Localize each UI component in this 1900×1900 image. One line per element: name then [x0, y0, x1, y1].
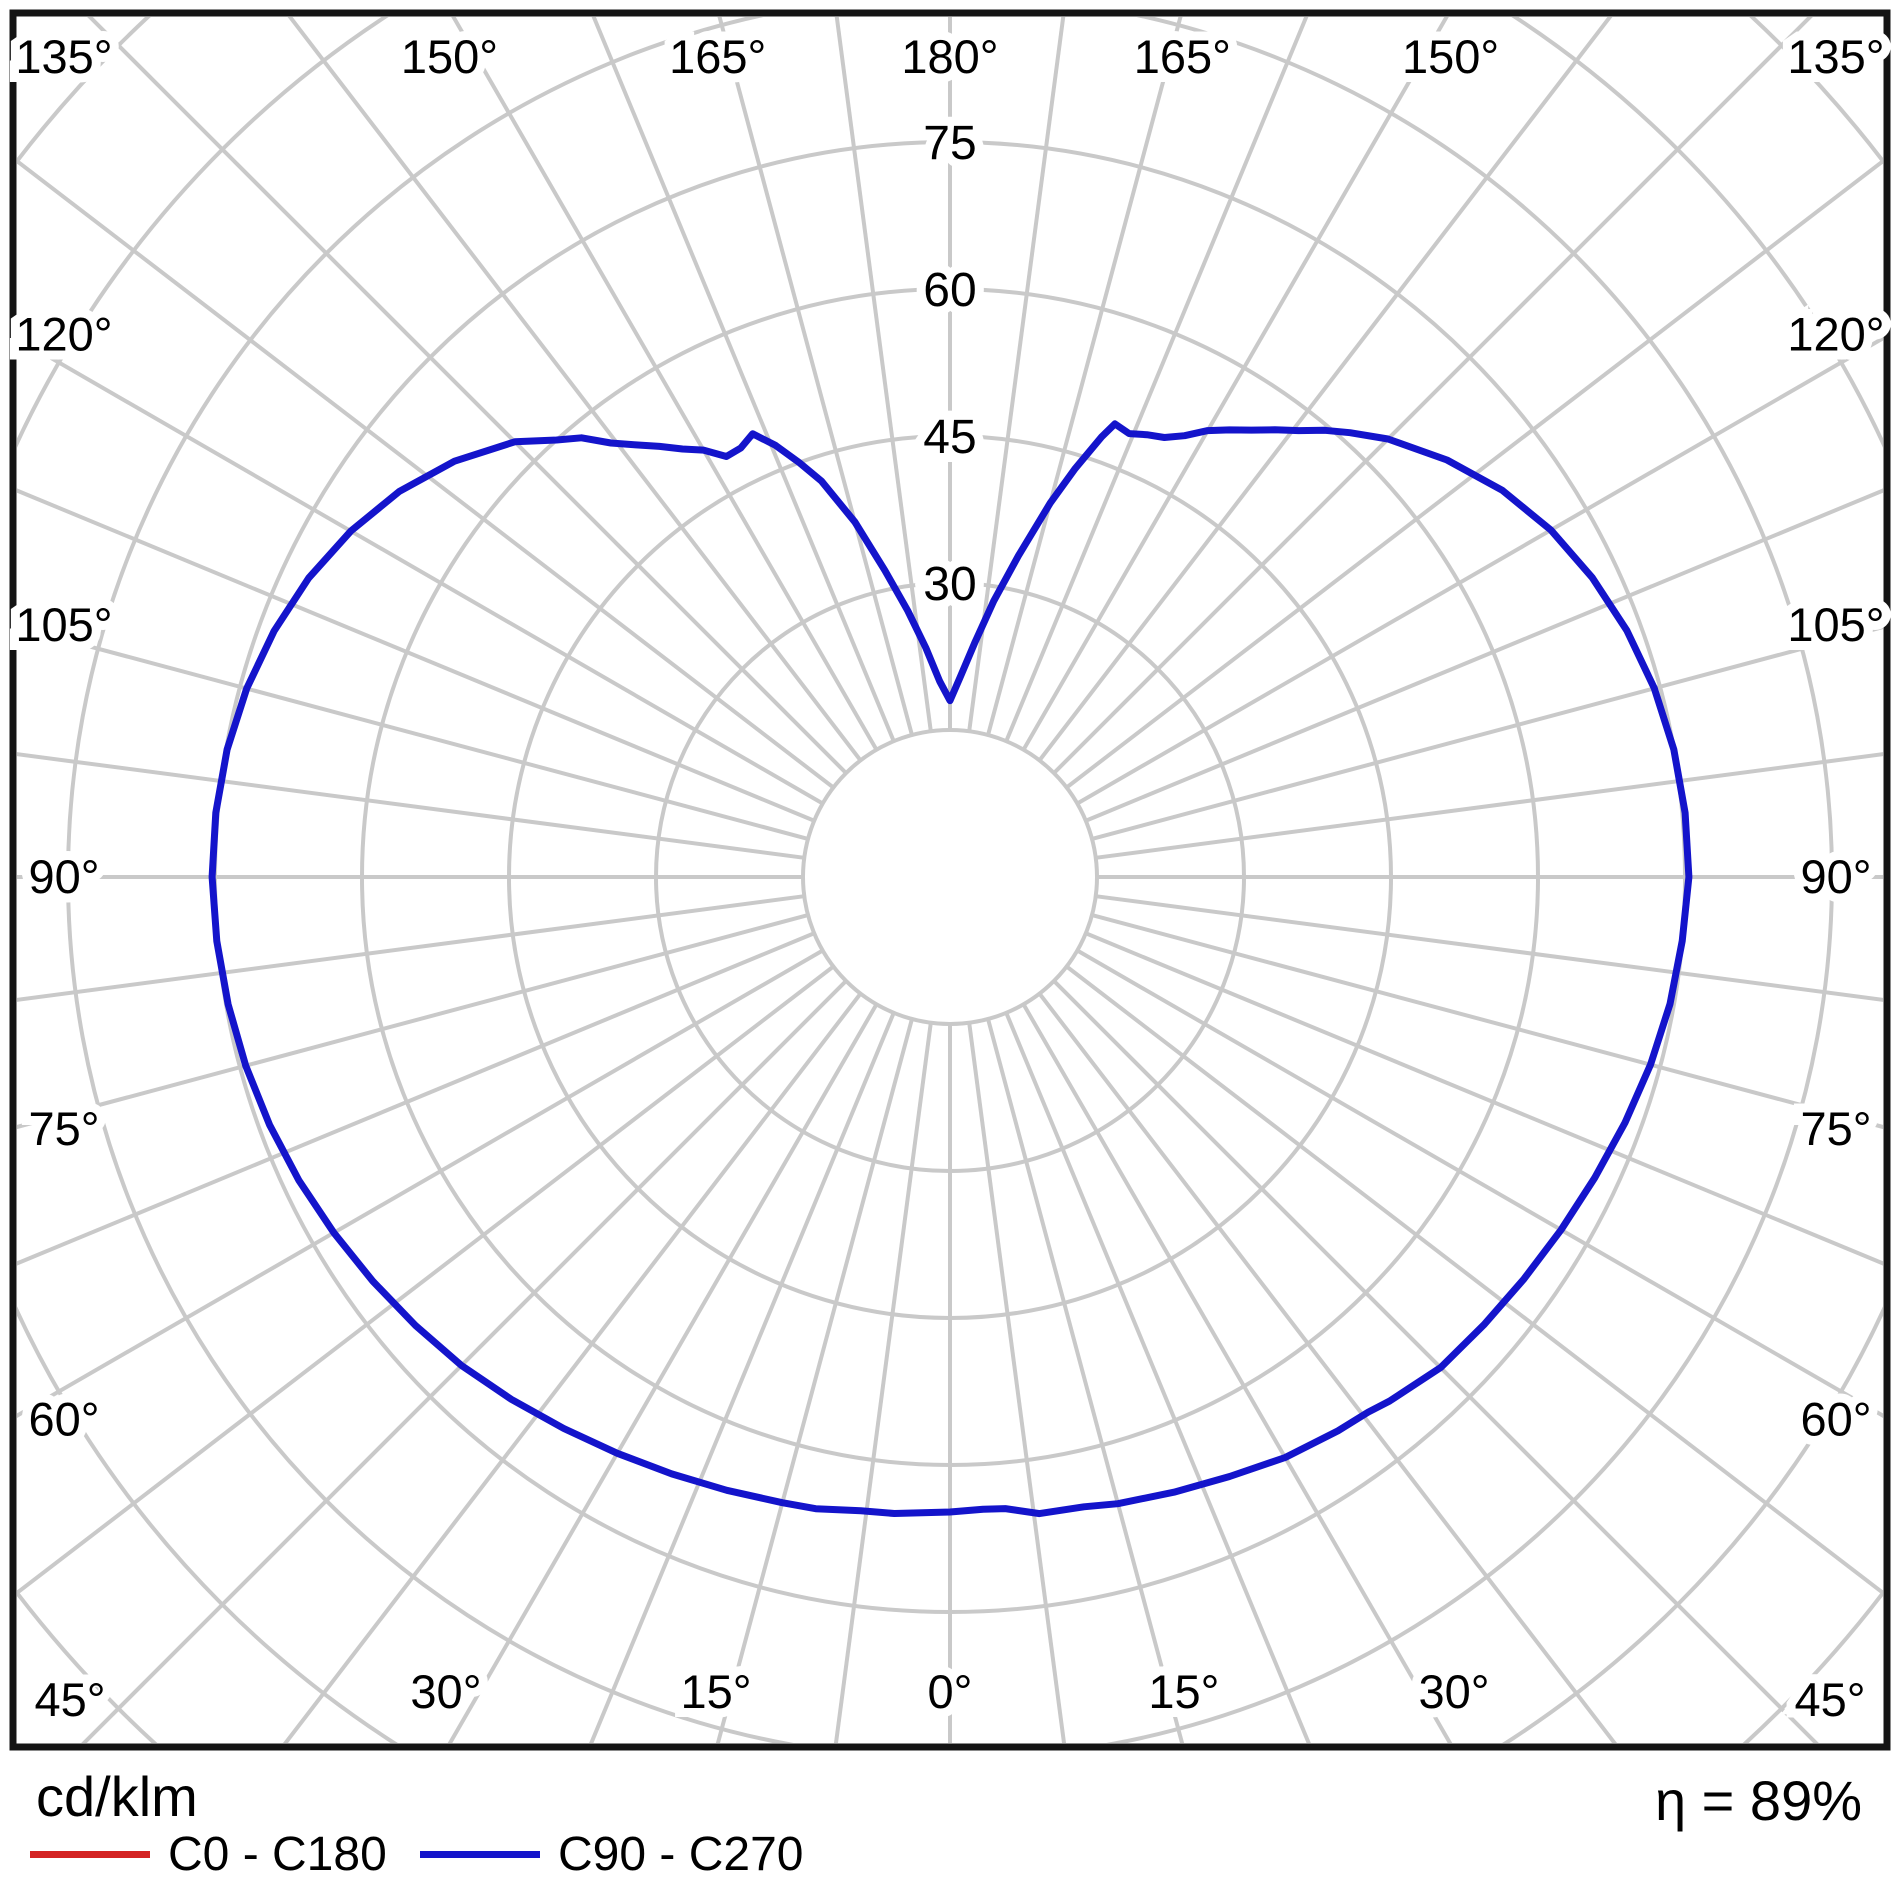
grid-spoke [833, 1022, 933, 1743]
gamma-label-105-left: 105° [15, 598, 112, 651]
grid-spoke [1037, 992, 1618, 1743]
grid-spoke [1085, 931, 1883, 1266]
grid-spoke [1076, 336, 1883, 806]
gamma-label-0: 0° [928, 1665, 973, 1718]
grid-spoke [715, 1018, 914, 1743]
grid-spoke [17, 948, 824, 1418]
grid-spoke [17, 894, 805, 1002]
grid-spoke [834, 17, 933, 732]
ring-tick-label-45: 45 [923, 411, 976, 464]
ring-tick-label-60: 60 [923, 264, 976, 317]
grid-spoke [87, 17, 848, 775]
grid-spoke [1076, 948, 1883, 1418]
gamma-label-15-right: 15° [1148, 1665, 1219, 1718]
gamma-label-60-left: 60° [28, 1393, 99, 1446]
gamma-label-135-right: 135° [1787, 30, 1884, 83]
legend-item-c90-c270: C90 - C270 [420, 1827, 804, 1881]
ring-tick-label-75: 75 [923, 117, 976, 170]
gamma-label-75-left: 75° [28, 1102, 99, 1155]
legend-label-c90-c270: C90 - C270 [558, 1827, 804, 1881]
gamma-label-15-left: 15° [681, 1665, 752, 1718]
grid-spoke [447, 1003, 879, 1743]
grid-spoke [287, 17, 863, 762]
grid-ring-15 [801, 728, 1099, 1026]
grid-spoke [967, 17, 1066, 732]
grid-spoke [986, 17, 1183, 736]
grid-spoke [967, 1022, 1067, 1743]
grid-spoke [17, 752, 805, 860]
grid-spoke [717, 17, 914, 736]
grid-spoke [17, 488, 815, 823]
gamma-label-90-left: 90° [28, 850, 99, 903]
grid-spoke [1004, 17, 1309, 742]
efficiency-value: η = 89% [1654, 1769, 1862, 1832]
grid-spoke [1052, 979, 1819, 1743]
grid-spoke [81, 979, 848, 1743]
curve-c90-c270 [208, 420, 1693, 1518]
grid-spoke [17, 624, 809, 841]
grid-spoke [1095, 894, 1883, 1002]
gamma-label-30-left: 30° [410, 1665, 481, 1718]
gamma-label-165-left: 165° [669, 30, 766, 83]
grid-spoke [17, 158, 835, 790]
grid-spoke [17, 931, 815, 1266]
grid-spoke [1065, 964, 1883, 1596]
units-label: cd/klm [36, 1765, 198, 1828]
grid-spoke [591, 17, 896, 742]
gamma-label-90-right: 90° [1800, 850, 1871, 903]
ring-tick-label-30: 30 [923, 558, 976, 611]
grid-spoke [1095, 752, 1883, 860]
grid-spoke [1037, 17, 1613, 762]
gamma-label-120-left: 120° [15, 307, 112, 360]
grid-spoke [589, 1012, 896, 1743]
grid-spoke [1065, 158, 1883, 790]
gamma-label-120-right: 120° [1787, 307, 1884, 360]
grid-spoke [282, 992, 863, 1743]
grid-spoke [17, 964, 835, 1596]
grid-spoke [1091, 624, 1883, 841]
grid-spoke [17, 336, 824, 806]
legend-item-c0-c180: C0 - C180 [30, 1827, 387, 1881]
gamma-label-75-right: 75° [1800, 1102, 1871, 1155]
gamma-label-180: 180° [901, 30, 998, 83]
grid-spoke [986, 1018, 1185, 1743]
grid-spoke [1091, 913, 1883, 1130]
gamma-label-45-right: 45° [1794, 1673, 1865, 1726]
gamma-label-150-right: 150° [1402, 30, 1499, 83]
legend-label-c0-c180: C0 - C180 [168, 1827, 387, 1881]
grid-spoke [451, 17, 879, 751]
gamma-label-165-right: 165° [1134, 30, 1231, 83]
gamma-label-30-right: 30° [1418, 1665, 1489, 1718]
grid-spoke [17, 913, 809, 1130]
grid-spoke [1021, 1003, 1453, 1743]
c0-c180-line-swatch [30, 1850, 150, 1858]
grid-spoke [1052, 17, 1813, 775]
gamma-label-150-left: 150° [401, 30, 498, 83]
gamma-label-60-right: 60° [1800, 1393, 1871, 1446]
gamma-label-105-right: 105° [1787, 598, 1884, 651]
grid-spoke [1004, 1012, 1311, 1743]
grid-spoke [1085, 488, 1883, 823]
plot-border [9, 9, 1891, 1751]
gamma-label-135-left: 135° [15, 30, 112, 83]
grid-spoke [1021, 17, 1449, 751]
c90-c270-line-swatch [420, 1850, 540, 1858]
gamma-label-45-left: 45° [34, 1673, 105, 1726]
